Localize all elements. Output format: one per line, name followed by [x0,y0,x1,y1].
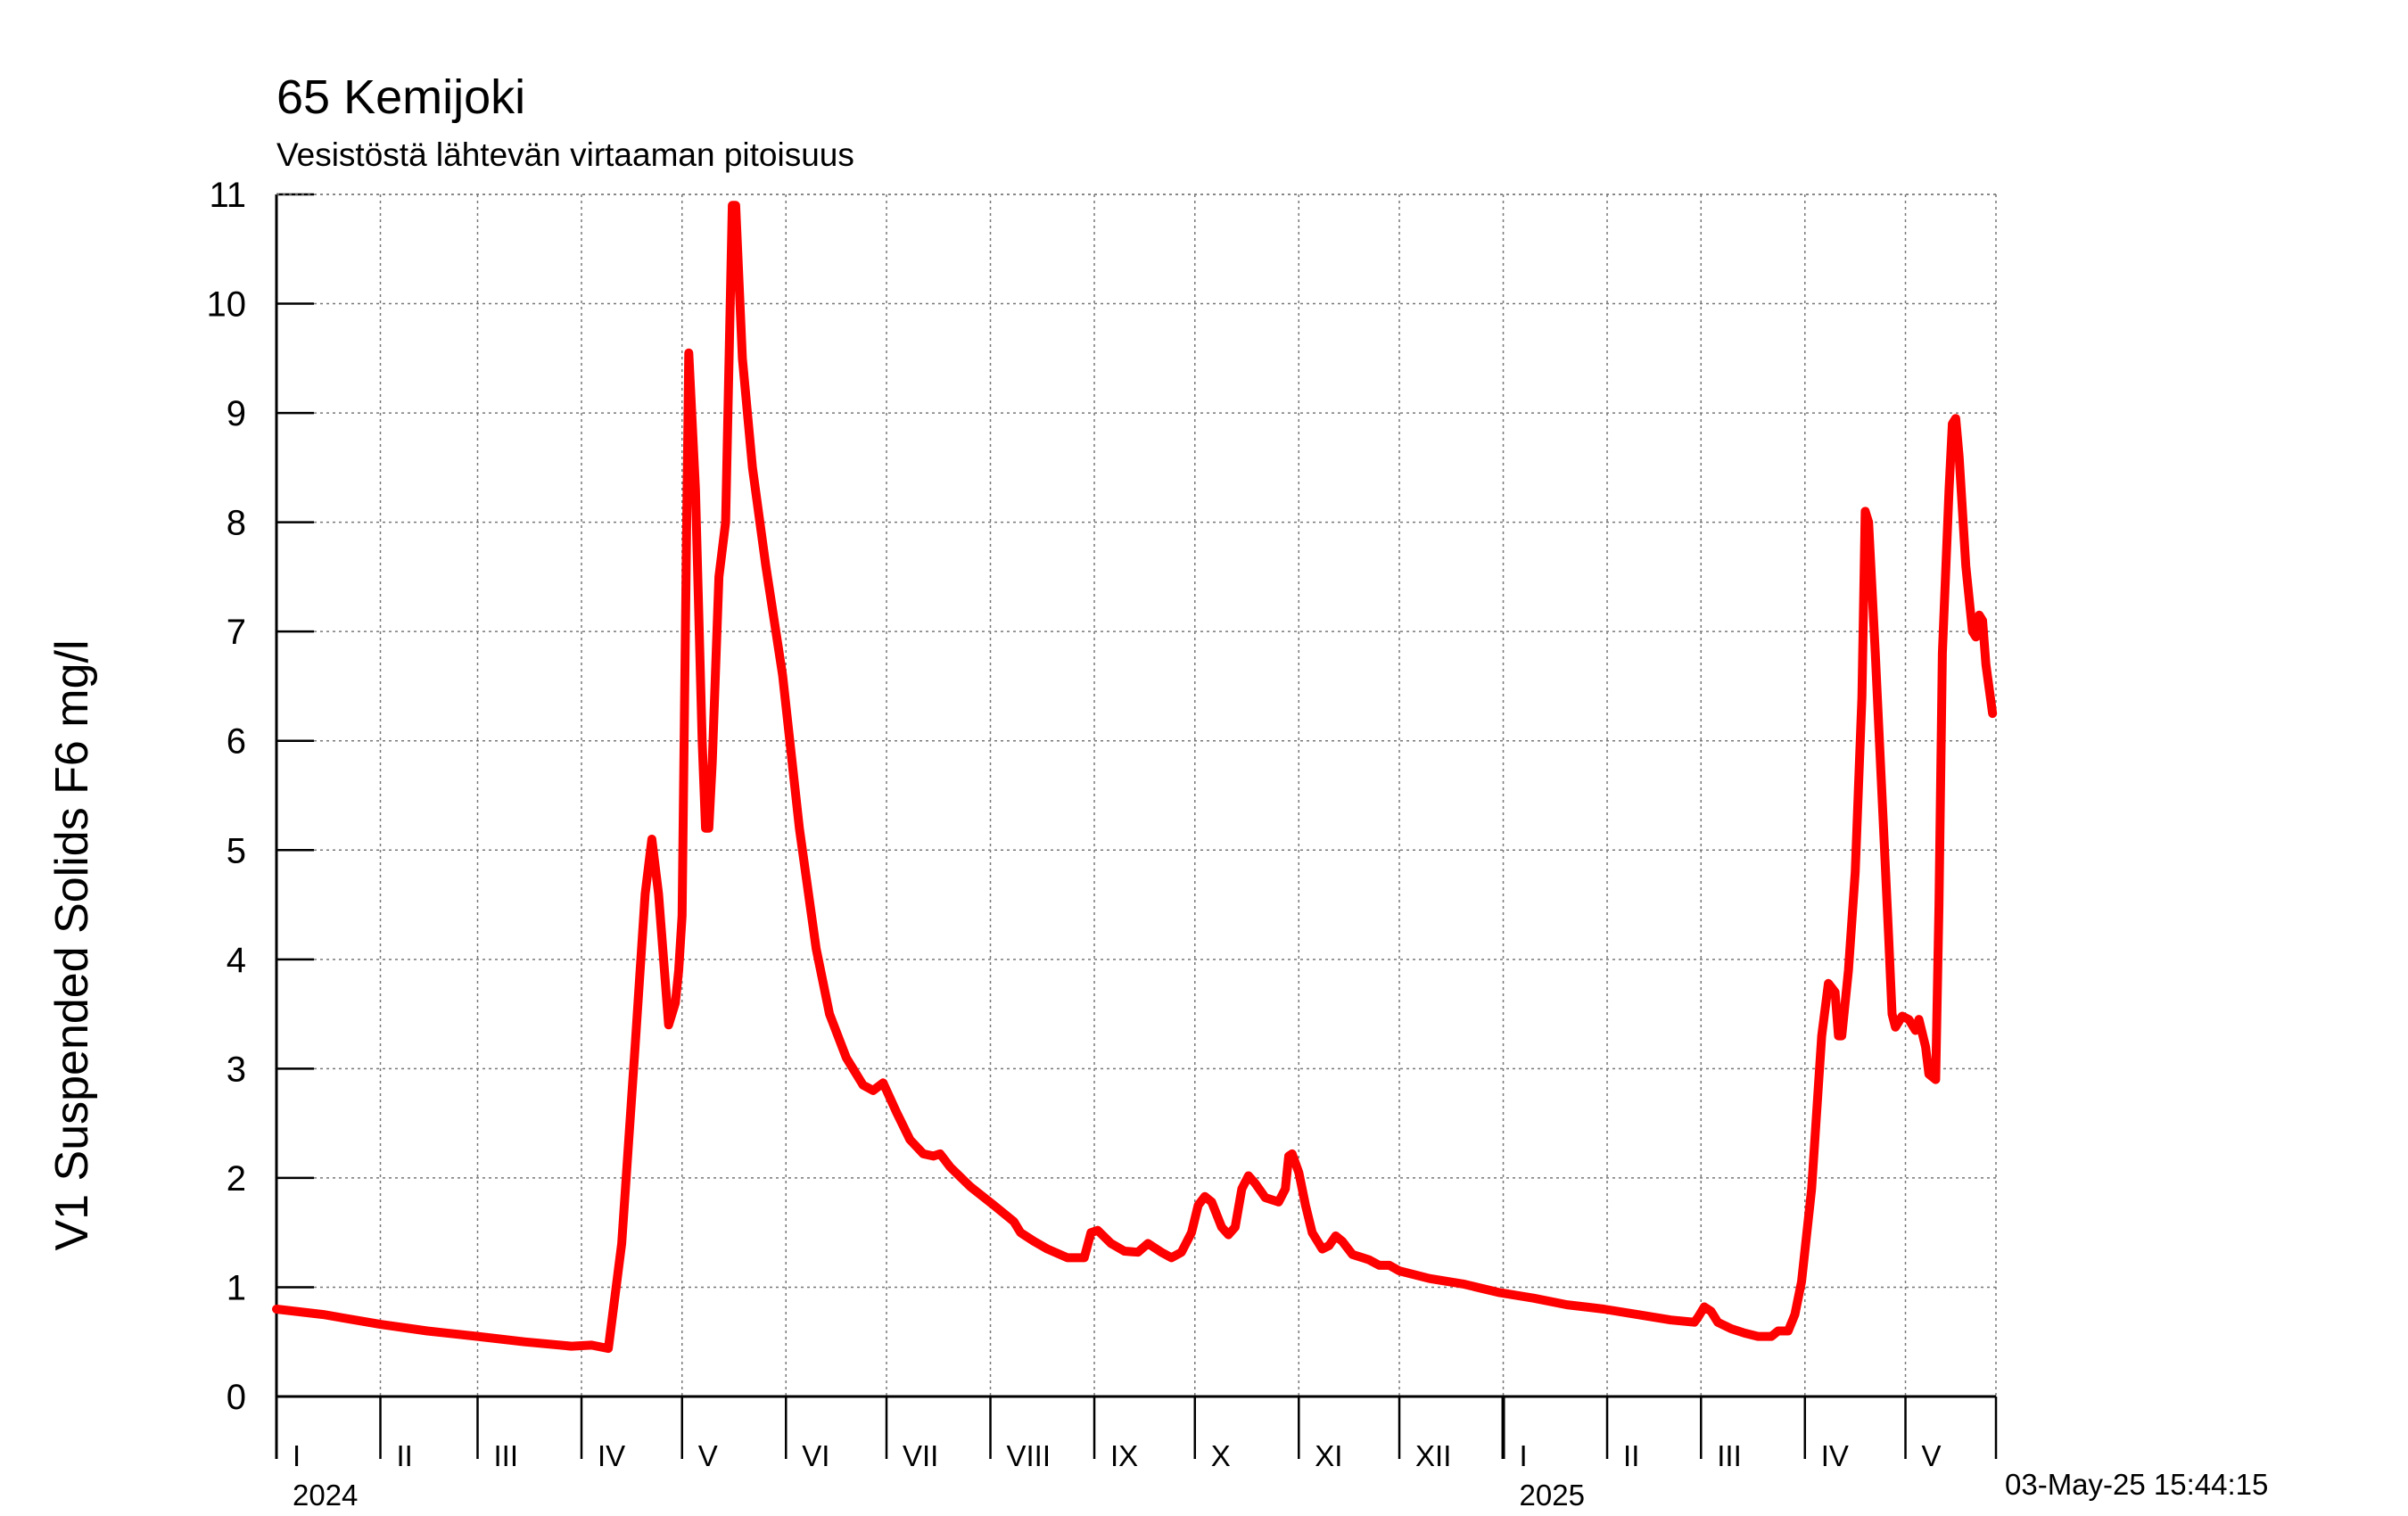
x-tick-label: III [1717,1439,1742,1472]
y-tick-label: 2 [227,1159,246,1199]
timestamp: 03-May-25 15:44:15 [2005,1468,2268,1501]
y-tick-label: 9 [227,394,246,433]
x-tick-label: VIII [1007,1439,1051,1472]
x-tick-label: IV [598,1439,625,1472]
x-tick-label: I [293,1439,301,1472]
y-axis-ticks: 0 1 2 3 4 5 6 7 8 9 10 11 [207,176,314,1417]
x-tick-label: III [493,1439,518,1472]
y-tick-label: 11 [209,176,246,215]
series-group [272,201,1998,1354]
series-line [272,201,1998,1354]
year-label: 2024 [293,1479,358,1512]
x-tick-label: VII [903,1439,938,1472]
y-tick-label: 6 [227,722,246,762]
x-tick-label: I [1520,1439,1528,1472]
x-tick-label: XII [1415,1439,1451,1472]
y-tick-label: 1 [227,1268,246,1307]
x-tick-label: VI [802,1439,829,1472]
year-label: 2025 [1520,1479,1585,1512]
x-tick-label: II [397,1439,413,1472]
x-tick-label: XI [1315,1439,1342,1472]
chart-title: 65 Kemijoki [276,70,525,124]
y-tick-label: 3 [227,1050,246,1089]
chart-subtitle: Vesistöstä lähtevän virtaaman pitoisuus [276,136,854,173]
plot-frame [275,194,2000,1459]
y-axis-label: V1 Suspended Solids F6 mg/l [46,639,98,1250]
y-tick-label: 4 [227,941,246,980]
grid [276,194,1997,1397]
y-tick-label: 7 [227,613,246,652]
y-tick-label: 10 [207,285,247,325]
x-tick-label: IX [1110,1439,1138,1472]
x-tick-label: V [698,1439,718,1472]
x-tick-label: V [1922,1439,1942,1472]
x-tick-label: II [1623,1439,1639,1472]
x-tick-label: IV [1821,1439,1849,1472]
y-tick-label: 5 [227,831,246,870]
y-tick-label: 0 [227,1378,246,1417]
x-tick-label: X [1211,1439,1231,1472]
y-tick-label: 8 [227,504,246,543]
